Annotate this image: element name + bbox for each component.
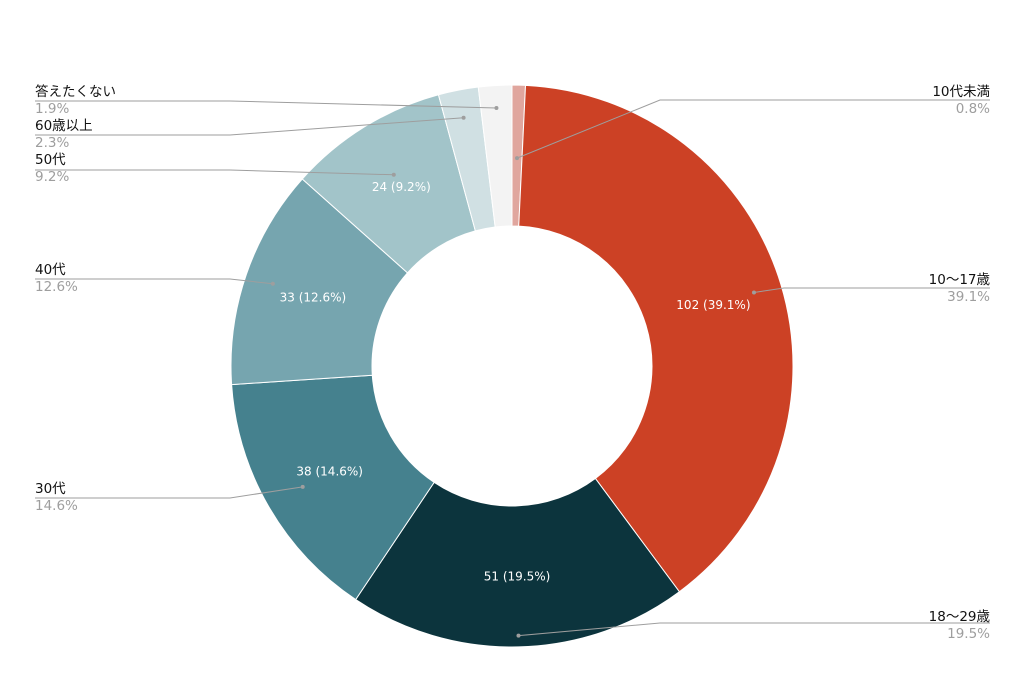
slice-3-leader-line: [35, 486, 303, 499]
slice-1: [518, 84, 794, 593]
slice-0-category-label: 10代未満: [932, 84, 990, 100]
slice-6-percent-label: 2.3%: [35, 135, 69, 151]
slice-1-category-label: 10〜17歳: [929, 272, 991, 288]
slice-3-category-label: 30代: [35, 481, 66, 497]
slice-5-percent-label: 9.2%: [35, 169, 69, 185]
slice-2-percent-label: 19.5%: [947, 626, 990, 642]
slice-2-category-label: 18〜29歳: [929, 609, 991, 625]
chart-slice-labels: 102 (39.1%) 51 (19.5%) 38 (14.6%) 33 (12.6%…: [280, 180, 751, 583]
slice-3: [231, 374, 435, 601]
slice-2: [355, 477, 681, 648]
slice-1-percent-label: 39.1%: [947, 289, 990, 305]
slice-6-category-label: 60歳以上: [35, 118, 93, 134]
slice-3-value-label: 38 (14.6%): [296, 464, 363, 478]
slice-2-leader-line: [518, 622, 990, 637]
slice-4-leader-line: [35, 278, 273, 285]
slice-7-leader-line: [35, 100, 497, 109]
slice-0-leader-line: [516, 99, 990, 159]
slice-4-value-label: 33 (12.6%): [280, 291, 347, 305]
slice-6-leader-line: [35, 117, 464, 136]
slice-7: [477, 84, 513, 228]
slice-1-leader-line: [753, 287, 990, 293]
slice-1-value-label: 102 (39.1%): [676, 298, 750, 312]
slice-2-value-label: 51 (19.5%): [484, 569, 551, 583]
slice-7-percent-label: 1.9%: [35, 101, 69, 117]
slice-5-value-label: 24 (9.2%): [372, 180, 431, 194]
slice-5-leader-line: [35, 169, 394, 176]
slice-7-category-label: 答えたくない: [35, 83, 116, 100]
slice-4-category-label: 40代: [35, 262, 66, 278]
chart-slices: [230, 84, 794, 648]
slice-5-category-label: 50代: [35, 152, 66, 168]
slice-3-percent-label: 14.6%: [35, 498, 78, 514]
slice-4-percent-label: 12.6%: [35, 279, 78, 295]
slice-0-percent-label: 0.8%: [956, 101, 990, 117]
